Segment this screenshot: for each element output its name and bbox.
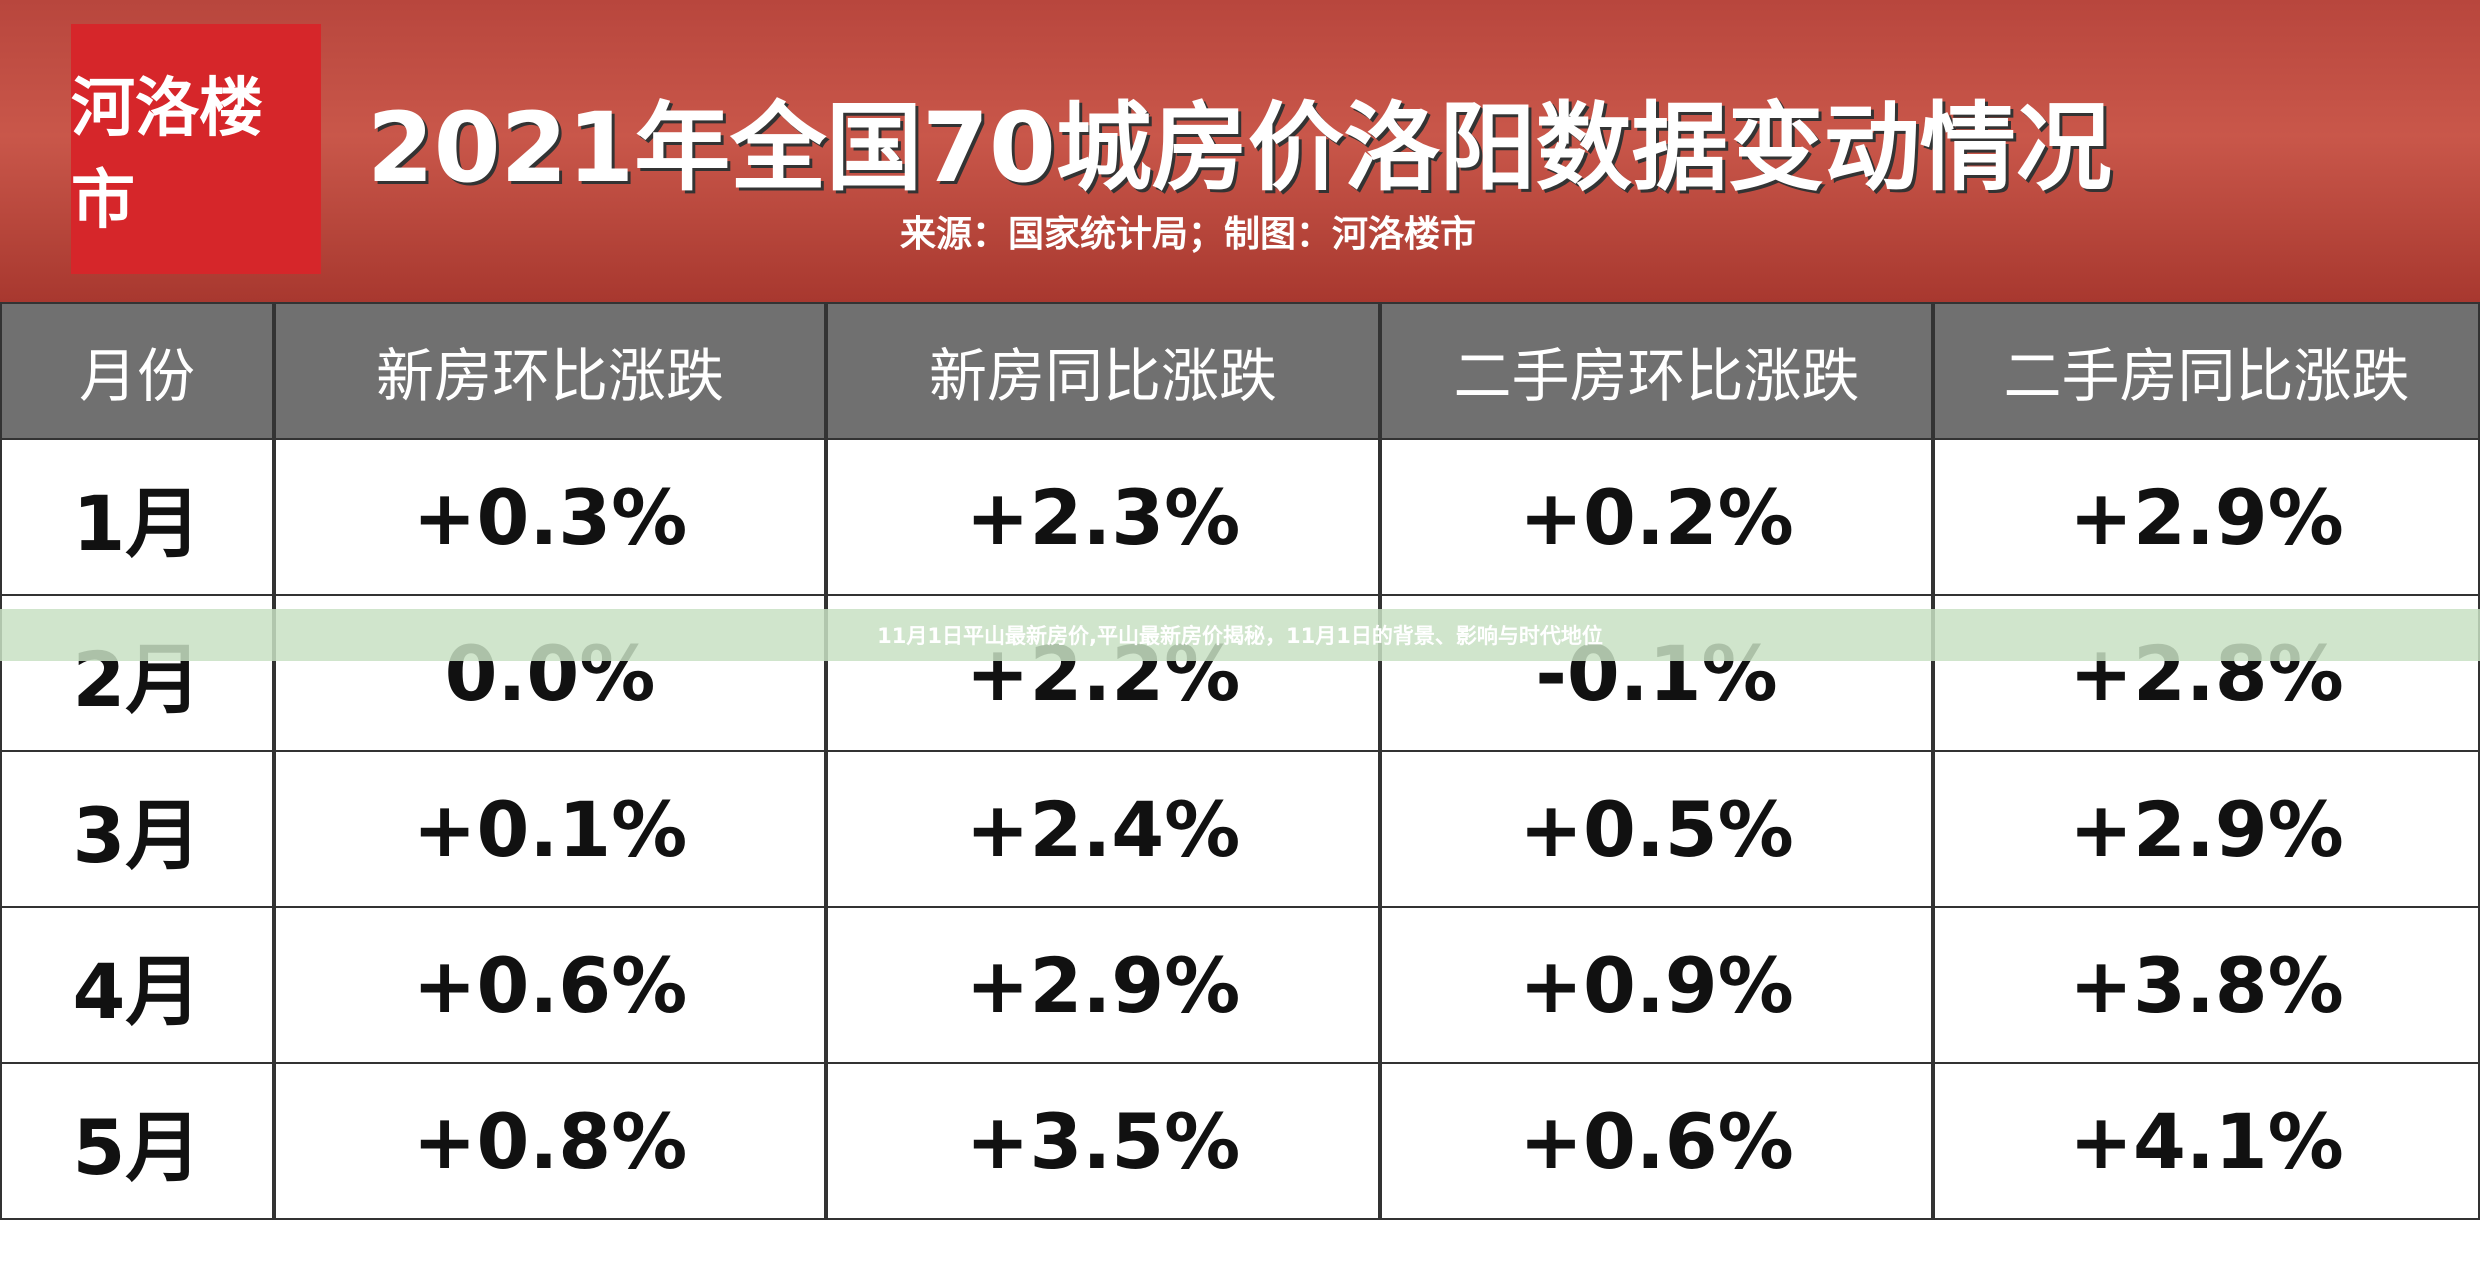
table-cell: 5月 (0, 1062, 274, 1220)
table-cell: +2.9% (1933, 438, 2480, 596)
column-header: 新房同比涨跌 (826, 302, 1380, 440)
table-cell: +2.4% (826, 750, 1380, 908)
banner: 11月1日平山最新房价,平山最新房价揭秘，11月1日的背景、影响与时代地位 (0, 609, 2480, 661)
table-cell: +2.9% (1933, 750, 2480, 908)
header: 河洛楼市 2021年全国70城房价洛阳数据变动情况 来源：国家统计局；制图：河洛… (0, 0, 2480, 302)
table: 月份 新房环比涨跌 新房同比涨跌 二手房环比涨跌 二手房同比涨跌 1月 +0.3% +2.3%… (0, 302, 2480, 1222)
column-header: 二手房环比涨跌 (1380, 302, 1933, 440)
table-cell: +0.1% (274, 750, 826, 908)
table-cell: +0.6% (1380, 1062, 1933, 1220)
source: 来源：国家统计局；制图：河洛楼市 (900, 214, 1477, 255)
table-cell: +0.8% (274, 1062, 826, 1220)
table-cell: 1月 (0, 438, 274, 596)
table-cell: +0.3% (274, 438, 826, 596)
table-cell: 4月 (0, 906, 274, 1064)
table-cell: +2.3% (826, 438, 1380, 596)
table-cell: +3.8% (1933, 906, 2480, 1064)
title: 2021年全国70城房价洛阳数据变动情况 (367, 92, 2112, 204)
column-header: 月份 (0, 302, 274, 440)
table-cell: +0.6% (274, 906, 826, 1064)
table-cell: +0.5% (1380, 750, 1933, 908)
table-cell: +0.9% (1380, 906, 1933, 1064)
table-cell: 3月 (0, 750, 274, 908)
table-cell: +3.5% (826, 1062, 1380, 1220)
column-header: 新房环比涨跌 (274, 302, 826, 440)
table-cell: +4.1% (1933, 1062, 2480, 1220)
logo: 河洛楼市 (71, 24, 321, 274)
table-cell: +2.9% (826, 906, 1380, 1064)
table-cell: +0.2% (1380, 438, 1933, 596)
column-header: 二手房同比涨跌 (1933, 302, 2480, 440)
